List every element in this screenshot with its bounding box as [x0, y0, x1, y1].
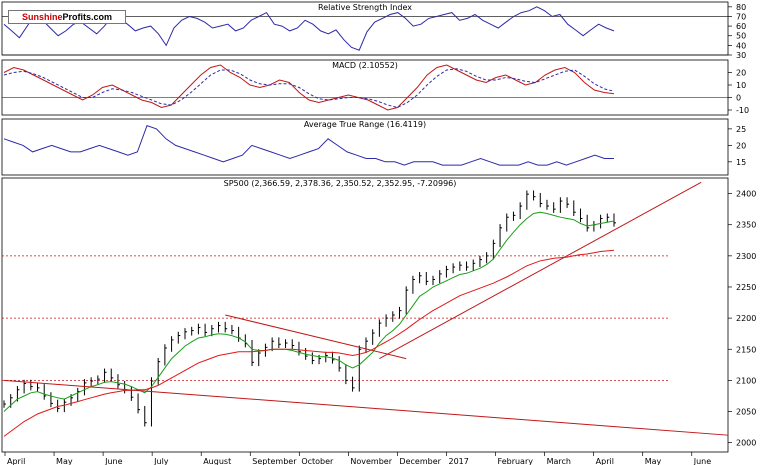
x-tick-label: December: [399, 457, 441, 465]
x-tick-label: May: [56, 457, 73, 465]
panel-title: Average True Range (16.4119): [304, 120, 426, 129]
series-line: [3, 6, 615, 51]
trend-line: [379, 181, 702, 360]
y-tick-label: 15: [736, 158, 746, 167]
panel-title: SP500 (2,366.59, 2,378.36, 2,350.52, 2,3…: [224, 179, 457, 188]
y-tick-label: 10: [736, 81, 746, 90]
y-tick-label: 40: [736, 41, 746, 50]
x-tick-label: November: [350, 457, 392, 465]
trend-line: [3, 379, 729, 436]
x-tick-label: May: [645, 457, 662, 465]
x-tick-label: February: [498, 457, 534, 465]
x-tick-label: April: [596, 457, 614, 465]
x-tick-label: October: [301, 457, 334, 465]
y-tick-label: 2300: [736, 252, 756, 261]
y-tick-label: 2150: [736, 345, 756, 354]
y-tick-label: 2100: [736, 376, 756, 385]
y-tick-label: 30: [736, 51, 746, 60]
y-tick-label: 70: [736, 12, 746, 21]
logo-part-1: Sunshine: [21, 12, 63, 22]
y-tick-label: 80: [736, 3, 746, 12]
x-tick-label: 2017: [448, 457, 468, 465]
x-tick-label: July: [153, 457, 169, 465]
y-tick-label: 2200: [736, 314, 756, 323]
trend-line: [225, 314, 407, 360]
x-tick-label: June: [104, 457, 123, 465]
y-tick-label: 2350: [736, 221, 756, 230]
panel-title: Relative Strength Index: [318, 3, 412, 12]
x-tick-label: September: [252, 457, 297, 465]
y-tick-label: 50: [736, 32, 746, 41]
x-tick-label: April: [7, 457, 25, 465]
y-tick-label: 2400: [736, 190, 756, 199]
series-line: [3, 64, 615, 111]
y-tick-label: 2050: [736, 408, 756, 417]
y-tick-label: 0: [736, 94, 741, 103]
panel-frame: [1, 59, 729, 116]
panel-frame: [1, 118, 729, 176]
series-line: [3, 124, 614, 166]
panel-frame: [1, 177, 729, 453]
x-tick-label: March: [547, 457, 571, 465]
y-tick-label: -10: [736, 106, 749, 115]
y-tick-label: 25: [736, 125, 746, 134]
moving-average-line: [3, 249, 615, 437]
y-tick-label: 20: [736, 141, 746, 150]
panel-title: MACD (2.10552): [332, 61, 398, 70]
y-tick-label: 2250: [736, 283, 756, 292]
y-tick-label: 60: [736, 22, 746, 31]
logo-part-2: Profits.com: [62, 12, 113, 22]
y-tick-label: 20: [736, 69, 746, 78]
moving-average-line: [3, 211, 615, 412]
x-tick-label: August: [203, 457, 231, 465]
logo: Sunshine Profits.com: [8, 10, 126, 24]
x-tick-label: June: [693, 457, 712, 465]
y-tick-label: 2000: [736, 439, 756, 448]
